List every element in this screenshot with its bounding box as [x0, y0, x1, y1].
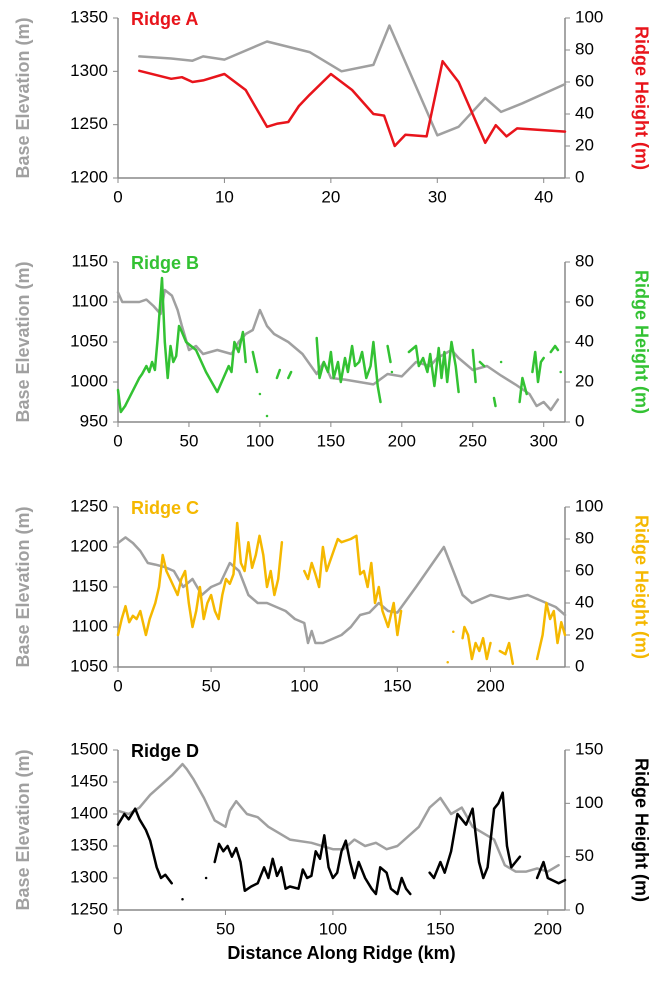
y2-tick-label: 40: [575, 103, 594, 122]
y2-tick-label: 0: [575, 167, 584, 186]
x-tick-label: 50: [216, 919, 235, 938]
x-tick-label: 0: [113, 919, 122, 938]
y2-tick-label: 100: [575, 793, 603, 812]
y2-tick-label: 80: [575, 528, 594, 547]
data-line: [116, 276, 562, 418]
x-tick-label: 150: [383, 676, 411, 695]
y-tick-label: 1250: [70, 114, 108, 133]
y2-tick-label: 100: [575, 7, 603, 26]
y2-tick-label: 0: [575, 899, 584, 918]
y2-tick-label: 20: [575, 371, 594, 390]
y-tick-label: 1500: [70, 739, 108, 758]
y2-tick-label: 0: [575, 411, 584, 430]
data-line: [138, 24, 567, 137]
y-axis-title: Base Elevation (m): [13, 506, 33, 667]
panel-title: Ridge B: [131, 253, 199, 273]
y-tick-label: 1300: [70, 61, 108, 80]
data-line: [138, 59, 567, 148]
x-tick-label: 0: [113, 431, 122, 450]
data-line: [116, 791, 567, 901]
data-line: [116, 762, 560, 873]
x-tick-label: 30: [428, 187, 447, 206]
y-axis-title: Base Elevation (m): [13, 17, 33, 178]
y-tick-label: 1050: [70, 331, 108, 350]
x-tick-label: 100: [290, 676, 318, 695]
panel-title: Ridge A: [131, 9, 198, 29]
y-tick-label: 1250: [70, 496, 108, 515]
x-tick-label: 100: [246, 431, 274, 450]
data-line: [116, 521, 567, 666]
y2-axis-title: Ridge Height (m): [631, 758, 651, 902]
x-tick-label: 50: [179, 431, 198, 450]
y-tick-label: 950: [80, 411, 108, 430]
y-axis-title: Base Elevation (m): [13, 749, 33, 910]
y2-tick-label: 60: [575, 560, 594, 579]
y2-tick-label: 20: [575, 135, 594, 154]
y2-tick-label: 60: [575, 291, 594, 310]
y2-tick-label: 50: [575, 846, 594, 865]
y2-tick-label: 60: [575, 71, 594, 90]
y2-tick-label: 80: [575, 251, 594, 270]
y2-tick-label: 80: [575, 39, 594, 58]
y-tick-label: 1350: [70, 7, 108, 26]
y-tick-label: 1450: [70, 771, 108, 790]
y-tick-label: 1350: [70, 835, 108, 854]
y-tick-label: 1150: [71, 576, 108, 595]
y-tick-label: 1250: [70, 899, 108, 918]
x-tick-label: 50: [202, 676, 221, 695]
y-tick-label: 1150: [71, 251, 108, 270]
panel-title: Ridge C: [131, 498, 199, 518]
x-tick-label: 0: [113, 187, 122, 206]
y2-tick-label: 40: [575, 592, 594, 611]
y-tick-label: 1100: [71, 616, 108, 635]
x-tick-label: 200: [534, 919, 562, 938]
x-tick-label: 150: [317, 431, 345, 450]
y2-axis-title: Ridge Height (m): [631, 26, 651, 170]
y-tick-label: 1400: [70, 803, 108, 822]
panel-title: Ridge D: [131, 741, 199, 761]
x-tick-label: 20: [321, 187, 340, 206]
x-tick-label: 100: [319, 919, 347, 938]
x-tick-label: 200: [388, 431, 416, 450]
y-tick-label: 1000: [70, 371, 108, 390]
x-tick-label: 40: [534, 187, 553, 206]
y-tick-label: 1300: [70, 867, 108, 886]
x-tick-label: 300: [530, 431, 558, 450]
data-line: [116, 536, 567, 645]
x-tick-label: 0: [113, 676, 122, 695]
data-line: [116, 288, 560, 412]
x-tick-label: 250: [459, 431, 487, 450]
y2-tick-label: 0: [575, 656, 584, 675]
x-tick-label: 200: [476, 676, 504, 695]
y2-axis-title: Ridge Height (m): [631, 270, 651, 414]
y-tick-label: 1200: [70, 167, 108, 186]
y-tick-label: 1200: [70, 536, 108, 555]
x-tick-label: 10: [215, 187, 234, 206]
y2-axis-title: Ridge Height (m): [631, 515, 651, 659]
y2-tick-label: 100: [575, 496, 603, 515]
y2-tick-label: 20: [575, 624, 594, 643]
y2-tick-label: 40: [575, 331, 594, 350]
x-tick-label: 150: [426, 919, 454, 938]
y2-tick-label: 150: [575, 739, 603, 758]
y-axis-title: Base Elevation (m): [13, 261, 33, 422]
x-axis-title: Distance Along Ridge (km): [227, 943, 455, 963]
y-tick-label: 1050: [70, 656, 108, 675]
y-tick-label: 1100: [71, 291, 108, 310]
